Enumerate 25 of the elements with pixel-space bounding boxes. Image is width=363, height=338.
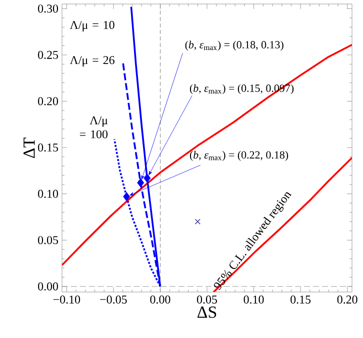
- annotation: (b, ε$_{max}$) = (0.22, 0.18): [190, 150, 288, 161]
- x-tick-label: 0.00: [150, 296, 170, 304]
- series-label: Λ/μ = 26: [70, 56, 114, 67]
- x-tick-label: 0.05: [196, 296, 217, 304]
- series-label: Λ/μ = 100: [80, 116, 108, 138]
- x-tick-label: −0.10: [53, 296, 80, 304]
- y-tick-label: 0.05: [38, 236, 58, 244]
- series-label: Λ/μ = 10: [70, 20, 114, 32]
- y-tick-label: 0.25: [38, 50, 58, 59]
- x-tick-label: 0.10: [244, 296, 264, 304]
- y-tick-label: 0.00: [38, 282, 58, 291]
- y-tick-label: 0.15: [38, 143, 58, 152]
- x-tick-label: −0.05: [100, 296, 127, 304]
- point: [144, 174, 151, 182]
- point: [123, 192, 130, 201]
- x-axis-title: ΔS: [197, 306, 216, 318]
- point: [194, 218, 201, 224]
- x-tick-label: 0.20: [337, 296, 358, 304]
- point: [137, 178, 144, 188]
- y-tick-label: 0.30: [38, 4, 58, 13]
- annotation: (b, ε$_{max}$) = (0.18, 0.13): [185, 40, 284, 51]
- y-axis-title: ΔT: [24, 138, 35, 158]
- x-tick-label: 0.15: [290, 296, 311, 304]
- y-tick-label: 0.10: [38, 190, 58, 198]
- y-tick-label: 0.20: [38, 97, 58, 106]
